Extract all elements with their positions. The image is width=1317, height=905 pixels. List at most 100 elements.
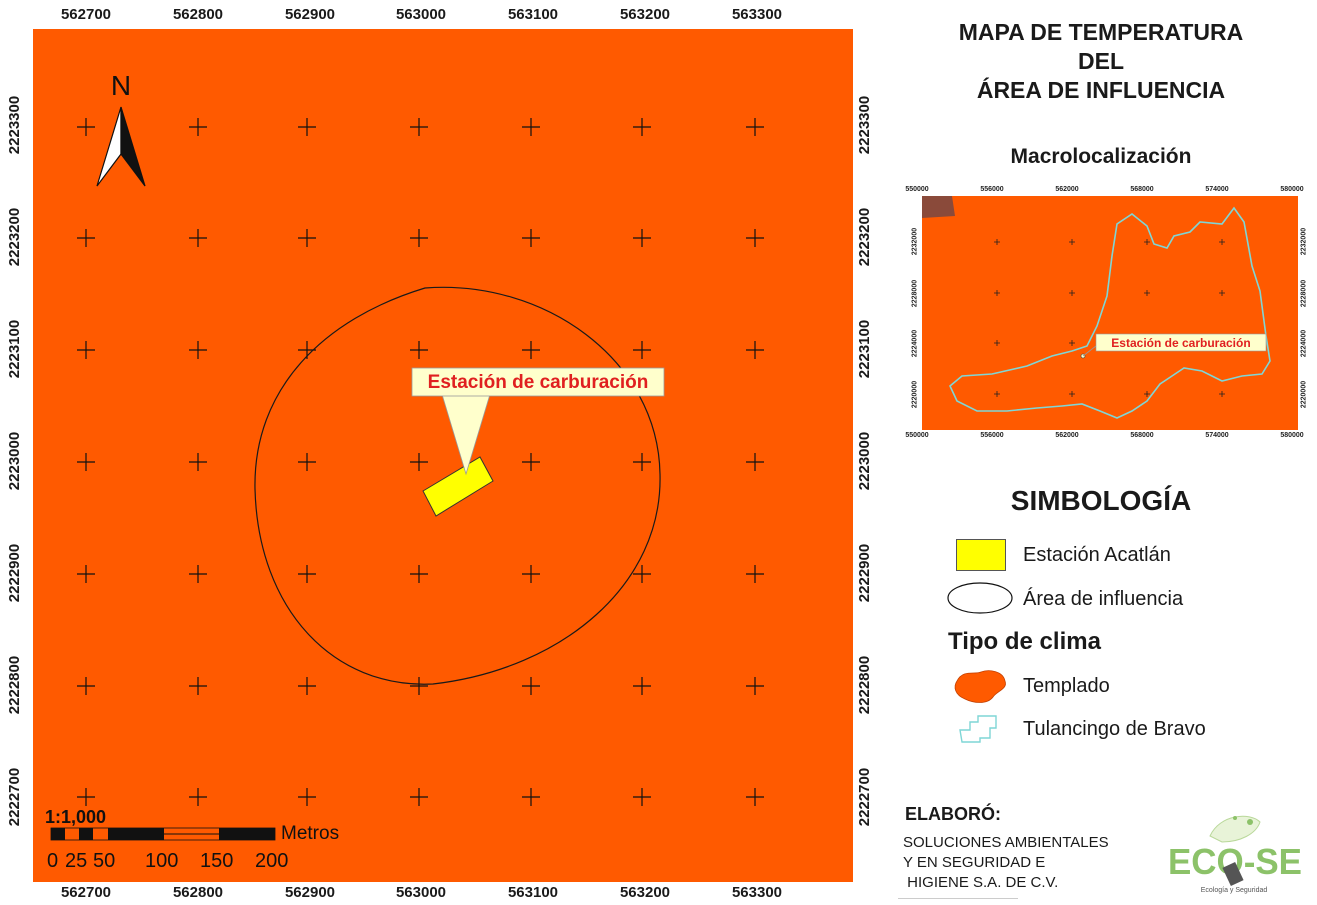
y-tick-left: 2222900 (6, 543, 23, 603)
credits-divider (898, 898, 1018, 899)
grid-cross (410, 788, 428, 806)
grid-cross (189, 341, 207, 359)
scale-labels: 0 25 50 100 150 200 (47, 850, 288, 872)
inset-grid-cross (1219, 391, 1225, 397)
x-tick-top: 563000 (395, 6, 447, 23)
grid-cross (633, 565, 651, 583)
grid-cross (746, 565, 764, 583)
scale-bar: 1:1,000 Metros (45, 807, 339, 844)
inset-x-tick-bottom: 556000 (980, 432, 1004, 439)
inset-x-tick-bottom: 568000 (1130, 432, 1154, 439)
svg-text:Ecología y Seguridad: Ecología y Seguridad (1201, 887, 1268, 894)
svg-text:0: 0 (47, 850, 58, 872)
x-tick-bottom: 562700 (60, 884, 112, 901)
grid-cross (298, 118, 316, 136)
grid-cross (746, 453, 764, 471)
grid-cross (189, 229, 207, 247)
x-tick-top: 563200 (619, 6, 671, 23)
grid-cross (77, 677, 95, 695)
callout-pointer (440, 390, 492, 476)
grid-cross (410, 229, 428, 247)
x-tick-bottom: 563300 (731, 884, 783, 901)
svg-text:1:1,000: 1:1,000 (45, 807, 106, 827)
inset-x-tick-bottom: 550000 (905, 432, 929, 439)
inset-title: Macrolocalización (1010, 145, 1192, 168)
inset-x-tick-bottom: 574000 (1205, 432, 1229, 439)
inset-x-tick-bottom: 562000 (1055, 432, 1079, 439)
y-tick-right: 2223200 (856, 207, 873, 267)
grid-cross (633, 677, 651, 695)
inset-y-tick: 2220000 (911, 380, 919, 409)
grid-cross (298, 453, 316, 471)
x-tick-bottom: 563200 (619, 884, 671, 901)
y-tick-left: 2222800 (6, 655, 23, 715)
grid-cross (77, 788, 95, 806)
grid-cross (410, 341, 428, 359)
main-map[interactable]: Estación de carburación N 1:1,000 Metros… (33, 29, 853, 882)
y-tick-right: 2223100 (856, 319, 873, 379)
svg-text:150: 150 (200, 850, 233, 872)
grid-cross (522, 565, 540, 583)
grid-cross (298, 229, 316, 247)
inset-grid-cross (1144, 290, 1150, 296)
x-tick-bottom: 562800 (172, 884, 224, 901)
inset-y-tick-right: 2220000 (1300, 380, 1308, 409)
y-tick-right: 2222700 (856, 767, 873, 827)
y-tick-left: 2223200 (6, 207, 23, 267)
inset-y-tick-right: 2232000 (1300, 227, 1308, 256)
x-tick-top: 562900 (284, 6, 336, 23)
grid-cross (189, 453, 207, 471)
grid-cross (633, 341, 651, 359)
inset-x-tick: 562000 (1055, 186, 1079, 193)
tulancingo-boundary (949, 206, 1271, 419)
inset-x-tick: 580000 (1280, 186, 1304, 193)
legend-tulancingo-label: Tulancingo de Bravo (1023, 718, 1206, 740)
inset-grid-cross (994, 391, 1000, 397)
clima-title: Tipo de clima (948, 628, 1101, 655)
grid-cross (189, 677, 207, 695)
inset-callout-label: Estación de carburación (1111, 336, 1250, 350)
grid-cross (77, 118, 95, 136)
station-polygon[interactable] (422, 456, 494, 517)
grid-cross (189, 118, 207, 136)
map-title: MAPA DE TEMPERATURA DEL ÁREA DE INFLUENC… (905, 18, 1297, 105)
inset-grid-cross (994, 340, 1000, 346)
x-tick-top: 563300 (731, 6, 783, 23)
inset-callout-box (1095, 333, 1267, 352)
credits-org-line: Y EN SEGURIDAD E (903, 854, 1046, 871)
inset-y-tick-right: 2228000 (1300, 279, 1308, 308)
inset-x-tick: 550000 (905, 186, 929, 193)
inset-corner-patch (922, 196, 955, 218)
grid-crosses (77, 118, 764, 806)
grid-cross (633, 453, 651, 471)
credits-org-line: HIGIENE S.A. DE C.V. (903, 874, 1059, 891)
grid-cross (77, 229, 95, 247)
x-tick-top: 562800 (172, 6, 224, 23)
inset-map[interactable]: Estación de carburación (922, 196, 1298, 430)
grid-cross (746, 118, 764, 136)
grid-cross (298, 788, 316, 806)
y-tick-left: 2223100 (6, 319, 23, 379)
legend-station-label: Estación Acatlán (1023, 544, 1171, 566)
grid-cross (522, 788, 540, 806)
callout-box (411, 367, 665, 397)
legend-templado-swatch (954, 670, 1006, 703)
legend-templado-label: Templado (1023, 675, 1110, 697)
inset-grid-cross (1069, 290, 1075, 296)
legend-station-swatch (956, 539, 1006, 571)
map-title-line: ÁREA DE INFLUENCIA (976, 77, 1226, 103)
grid-cross (410, 453, 428, 471)
north-arrow-icon: N (96, 70, 146, 187)
inset-grid-crosses (994, 239, 1225, 397)
grid-cross (746, 229, 764, 247)
grid-cross (746, 788, 764, 806)
x-tick-bottom: 563000 (395, 884, 447, 901)
eco-se-leaf-icon (1209, 815, 1261, 843)
map-title-line: DEL (1078, 48, 1124, 74)
eco-se-emblem (1222, 861, 1244, 887)
grid-cross (633, 229, 651, 247)
grid-cross (746, 341, 764, 359)
inset-grid-cross (994, 290, 1000, 296)
grid-cross (77, 565, 95, 583)
credits-org-line: SOLUCIONES AMBIENTALES (903, 834, 1109, 851)
